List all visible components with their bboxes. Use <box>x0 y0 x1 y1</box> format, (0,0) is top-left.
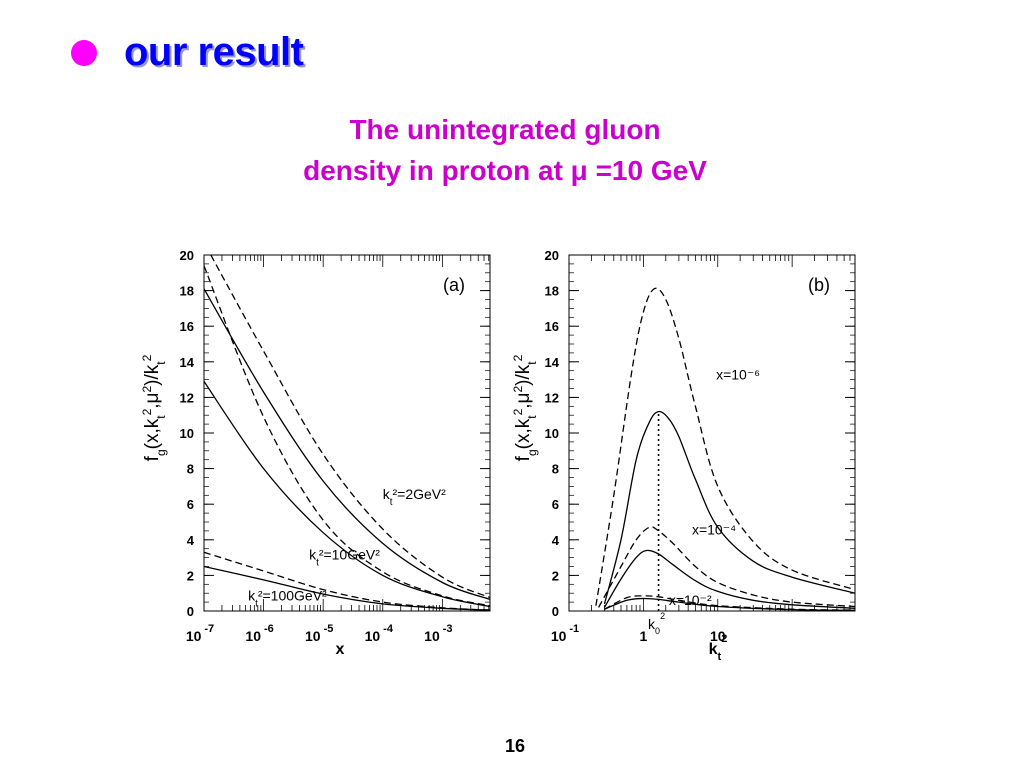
panel-a-ytick-label: 16 <box>180 319 194 334</box>
panel-a-annotation-2: kt²=10GeV² <box>309 546 380 568</box>
panel-b-ytick-label: 8 <box>552 462 559 477</box>
panel-b-ylabel: fg(x,kt2,μ2)/kt2 <box>511 354 539 461</box>
panel-a-ytick-label: 6 <box>187 497 194 512</box>
panel-a-ytick-label: 2 <box>187 568 194 583</box>
panel-a-ytick-label: 20 <box>180 248 194 263</box>
panel-a-ytick-label: 10 <box>180 426 194 441</box>
panel-b-ytick-label: 10 <box>545 426 559 441</box>
panel-b-xtick-label: 10 -1 <box>551 623 579 644</box>
panel-b-tag: (b) <box>808 275 830 295</box>
panel-b-series-4-solid <box>603 549 855 609</box>
panel-a-series-5-dashed <box>204 551 490 611</box>
panel-b-annotation-2: x=10⁻⁴ <box>692 521 736 537</box>
panel-b-ytick-label: 2 <box>552 568 559 583</box>
panel-b-ytick-label: 20 <box>545 248 559 263</box>
panel-a-series-2-solid <box>204 288 490 601</box>
bullet-dot <box>71 40 97 66</box>
panel-b-series-6-solid <box>604 597 855 611</box>
panel-a-ytick-label: 0 <box>187 604 194 619</box>
panel-b-vline-label: k02 <box>648 611 665 636</box>
panel-a-series-6-solid <box>204 565 490 611</box>
panel-b-ytick-label: 16 <box>545 319 559 334</box>
panel-b-ytick-label: 6 <box>552 497 559 512</box>
panel-a-annotation-1: kt²=2GeV² <box>383 486 446 508</box>
panel-a-series-3-dashed <box>204 265 490 607</box>
panel-b-ytick-label: 0 <box>552 604 559 619</box>
panel-b-ytick-label: 4 <box>552 533 560 548</box>
panel-b-ytick-label: 18 <box>545 284 559 299</box>
panel-b-xlabel: kt2 <box>709 633 728 663</box>
panel-a-annotation-3: kt²=100GeV² <box>248 587 327 609</box>
panel-a-ylabel: fg(x,kt2,μ2)/kt2 <box>140 354 168 461</box>
panel-b-ytick-label: 12 <box>545 390 559 405</box>
panel-b-xtick-label: 10 <box>710 628 726 644</box>
panel-b-xtick-label: 1 <box>639 628 647 644</box>
panel-a-ytick-label: 18 <box>180 284 194 299</box>
panel-a-xlabel: x <box>336 641 345 658</box>
panel-b-series-1-dashed <box>595 287 855 606</box>
panel-b-frame <box>568 254 856 612</box>
panel-a-xtick-label: 10 -3 <box>424 623 452 644</box>
panel-a-ytick-label: 4 <box>187 533 195 548</box>
subtitle-line-1: The unintegrated gluon <box>349 114 661 145</box>
panel-a-xtick-label: 10 -4 <box>365 623 394 644</box>
subtitle-line-2: density in proton at μ =10 GeV <box>303 155 707 186</box>
panel-a-series-1-dashed <box>210 255 490 599</box>
panel-a-xtick-label: 10 -6 <box>245 623 273 644</box>
panel-a-ytick-label: 12 <box>180 390 194 405</box>
panel-a-tag: (a) <box>443 275 465 295</box>
panel-b-ytick-label: 14 <box>545 355 560 370</box>
panel-b-annotation-3: x=10⁻² <box>669 592 712 608</box>
panel-b-series-3-dashed <box>598 526 855 608</box>
panel-a-series-4-solid <box>204 381 490 608</box>
panel-b-series-2-solid <box>603 410 855 605</box>
panel-b-series-5-dashed <box>604 595 855 611</box>
panel-b-annotation-1: x=10⁻⁶ <box>716 367 760 383</box>
panel-a-xtick-label: 10 -7 <box>186 623 214 644</box>
panel-a-ytick-label: 14 <box>180 355 195 370</box>
page-number: 16 <box>504 736 526 756</box>
panel-a-ytick-label: 8 <box>187 462 194 477</box>
panel-a-xtick-label: 10 -5 <box>305 623 333 644</box>
slide-heading: our result <box>124 30 304 74</box>
